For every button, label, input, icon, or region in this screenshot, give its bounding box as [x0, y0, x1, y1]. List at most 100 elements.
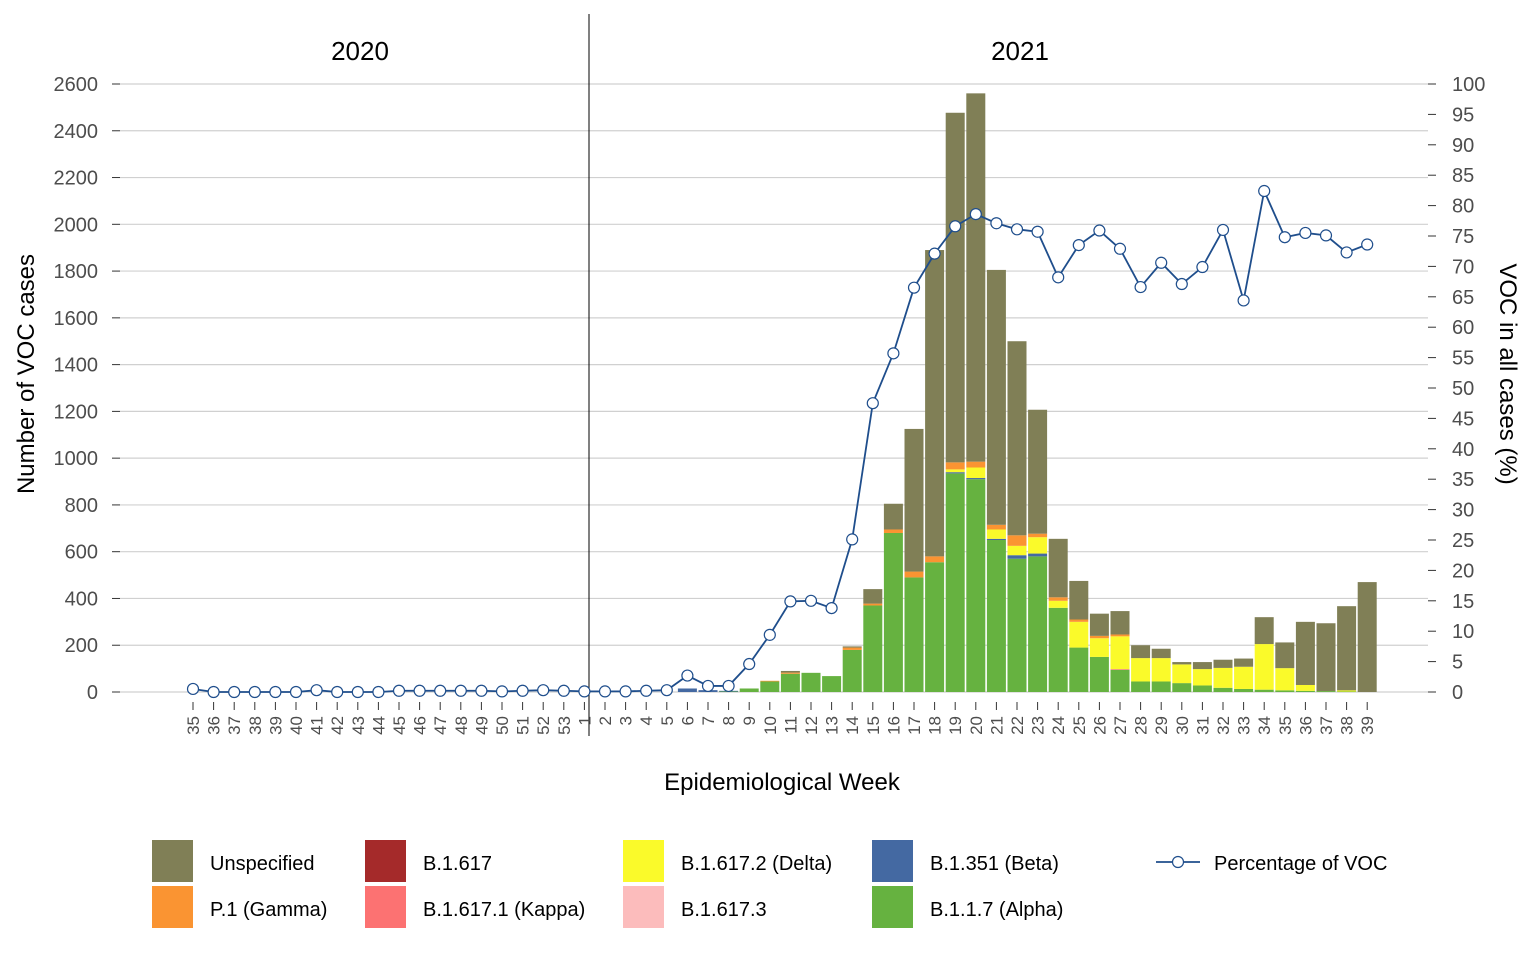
bar-segment	[1110, 634, 1130, 637]
bar-segment	[1213, 667, 1233, 688]
bar-segment	[863, 603, 883, 606]
x-tick-label: 23	[1029, 716, 1048, 735]
percentage-point	[1093, 224, 1106, 237]
percentage-point	[887, 347, 900, 360]
bar-segment	[1007, 535, 1027, 546]
x-tick-label: 13	[823, 716, 842, 735]
percentage-point	[537, 684, 550, 697]
legend-swatch	[152, 840, 193, 882]
stacked-bars	[677, 93, 1377, 693]
y2-tick-label: 80	[1452, 196, 1474, 218]
bar-segment	[986, 540, 1006, 692]
bar-segment	[966, 478, 986, 480]
y2-tick-label: 70	[1452, 256, 1474, 278]
x-tick-label: 46	[411, 716, 430, 735]
y2-tick-label: 50	[1452, 378, 1474, 400]
y2-tick-label: 15	[1452, 591, 1474, 613]
bar-segment	[801, 672, 821, 692]
legend-swatch	[872, 886, 913, 928]
x-tick-label: 11	[781, 716, 800, 734]
bar-segment	[904, 571, 924, 578]
bar-segment	[1048, 600, 1068, 608]
year-label-2020: 2020	[331, 36, 389, 66]
percentage-point	[1237, 294, 1250, 307]
percentage-point	[1175, 277, 1188, 291]
y-tick-label: 1400	[54, 355, 99, 377]
x-tick-label: 6	[678, 716, 697, 725]
bar-segment	[1337, 691, 1357, 693]
x-tick-label: 19	[946, 716, 965, 735]
bar-segment	[945, 112, 965, 463]
bar-segment	[1110, 611, 1130, 635]
bar-segment	[986, 524, 1006, 530]
y-tick-label: 2400	[54, 121, 99, 143]
bar-segment	[780, 670, 800, 673]
percentage-point	[289, 685, 303, 699]
percentage-polyline	[192, 188, 1368, 693]
bar-segment	[986, 538, 1006, 540]
x-tick-label: 5	[658, 716, 677, 725]
percentage-point	[516, 684, 529, 697]
percentage-point	[846, 533, 859, 546]
x-tick-label: 35	[184, 716, 203, 735]
bar-segment	[780, 673, 800, 692]
x-axis-title: Epidemiological Week	[664, 769, 901, 796]
percentage-point	[1319, 229, 1333, 242]
bar-segment	[925, 556, 945, 563]
x-tick-label: 3	[617, 716, 636, 725]
percentage-point	[722, 679, 735, 693]
y-axis-right-ticks: 0 5 10 15 20 25 30 35 40 45 50 55 60 65 70 75 80 85 90 95 10…	[1428, 74, 1485, 704]
bar-segment	[1172, 664, 1192, 684]
bar-segment	[842, 647, 862, 650]
bar-segment	[1028, 537, 1048, 554]
y2-tick-label: 85	[1452, 165, 1474, 187]
x-tick-label: 38	[246, 716, 265, 735]
bar-segment	[1007, 555, 1027, 559]
percentage-point	[372, 685, 385, 699]
bar-segment	[966, 467, 986, 479]
bar-segment	[1007, 545, 1027, 556]
x-tick-label: 22	[1008, 716, 1027, 735]
bar-segment	[1151, 681, 1171, 692]
bar-segment	[1048, 597, 1068, 601]
legend-swatch	[623, 886, 664, 928]
legend-swatch	[623, 840, 664, 882]
percentage-point	[1113, 242, 1127, 255]
percentage-point	[598, 685, 612, 698]
x-tick-label: 9	[740, 716, 759, 725]
legend-label: Unspecified	[210, 853, 315, 875]
x-tick-label: 43	[349, 716, 368, 735]
bar-segment	[925, 250, 945, 557]
percentage-point	[310, 684, 323, 697]
percentage-point	[784, 595, 797, 608]
y-tick-label: 2200	[54, 168, 99, 190]
bar-segment	[1254, 689, 1274, 692]
y2-tick-label: 95	[1452, 104, 1474, 126]
y2-tick-label: 60	[1452, 317, 1474, 339]
y-tick-label: 2000	[54, 214, 99, 236]
gridlines	[120, 83, 1428, 693]
x-tick-label: 52	[534, 716, 553, 735]
x-tick-label: 45	[390, 716, 409, 735]
x-tick-label: 4	[637, 716, 656, 725]
x-tick-label: 53	[555, 716, 574, 735]
percentage-point	[331, 685, 344, 699]
bar-segment	[904, 577, 924, 692]
y-tick-label: 1000	[54, 448, 99, 470]
percentage-point	[1299, 226, 1312, 240]
bar-segment	[1089, 656, 1109, 692]
y2-tick-label: 100	[1452, 74, 1485, 96]
y2-tick-label: 55	[1452, 348, 1474, 370]
legend-label: Percentage of VOC	[1214, 853, 1387, 875]
percentage-point	[186, 682, 200, 696]
bar-segment	[1110, 669, 1130, 692]
bar-segment	[760, 680, 780, 682]
x-tick-label: 1	[575, 716, 594, 725]
x-tick-label: 8	[720, 716, 739, 725]
y-tick-label: 800	[65, 495, 98, 517]
x-tick-label: 48	[452, 716, 471, 735]
bar-segment	[1295, 684, 1315, 691]
x-tick-label: 40	[287, 716, 306, 735]
legend-swatch	[872, 840, 913, 882]
percentage-point	[1361, 238, 1374, 251]
